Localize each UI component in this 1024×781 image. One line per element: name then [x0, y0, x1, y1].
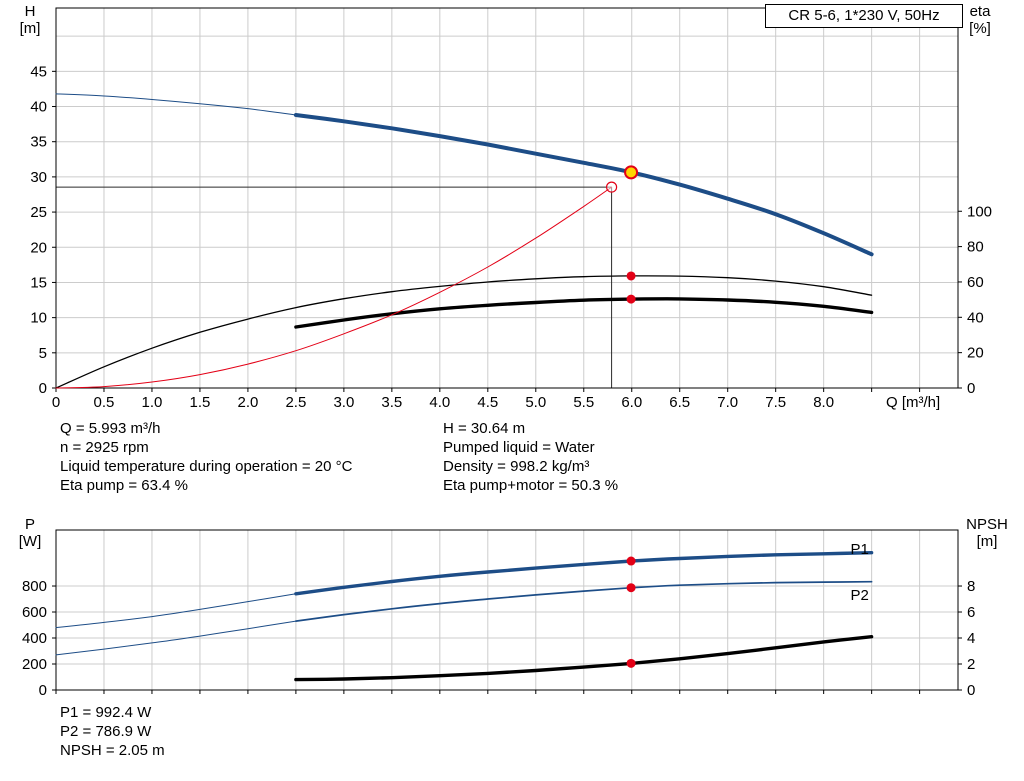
- head-main-curve: [293, 113, 874, 257]
- y-left-tick-label: 0: [39, 380, 47, 397]
- y-left-tick-label: 40: [30, 99, 47, 116]
- y-right-tick-label: 60: [967, 274, 984, 291]
- axis-label-h: H: [24, 3, 36, 20]
- x-tick-label: 4.5: [477, 394, 498, 411]
- info-line-p1: P1 = 992.4 W: [60, 704, 152, 721]
- eta-pump-curve: [55, 275, 873, 389]
- info-line-eta-total: Eta pump+motor = 50.3 %: [443, 477, 619, 494]
- y-left-tick-label: 800: [22, 578, 47, 595]
- axis-label-p-unit: [W]: [18, 533, 42, 550]
- y-right-tick-label: 0: [967, 380, 975, 397]
- system-curve-curve: [55, 186, 613, 389]
- x-tick-label: 3.5: [381, 394, 402, 411]
- y-right-tick-label: 20: [967, 345, 984, 362]
- power-npsh-chart: 0 200 400 600 800 0 2 4 6 8 P1 P2: [22, 529, 975, 699]
- x-tick-label: 1.0: [142, 394, 163, 411]
- x-tick-label: 5.5: [573, 394, 594, 411]
- p1-main-curve: [294, 551, 874, 596]
- x-tick-label: 6.0: [621, 394, 642, 411]
- x-tick-label: 2.0: [237, 394, 258, 411]
- y-right-tick-label: 80: [967, 239, 984, 256]
- x-tick-label: 8.0: [813, 394, 834, 411]
- info-line-head: H = 30.64 m: [443, 420, 526, 437]
- axis-label-h-unit: [m]: [19, 20, 41, 37]
- info-line-flow: Q = 5.993 m³/h: [60, 420, 161, 437]
- pump-model-title: CR 5-6, 1*230 V, 50Hz: [765, 4, 963, 28]
- power-axis-header: P [W]: [8, 516, 52, 550]
- series-label-p2: P2: [851, 587, 869, 604]
- y-left-tick-label: 400: [22, 630, 47, 647]
- x-tick-label: 0.5: [94, 394, 115, 411]
- info-line-eta-pump: Eta pump = 63.4 %: [60, 477, 188, 494]
- value-point-marker: [626, 583, 636, 593]
- requested-point-marker: [605, 181, 618, 193]
- x-tick-label: 7.0: [717, 394, 738, 411]
- y-right-tick-label: 0: [967, 682, 975, 699]
- y-left-tick-label: 200: [22, 656, 47, 673]
- duty-info-right: H = 30.64 m Pumped liquid = Water Densit…: [443, 419, 618, 495]
- x-axis-label: Q [m³/h]: [886, 394, 941, 411]
- y-left-tick-label: 20: [30, 239, 47, 256]
- value-point-marker: [626, 556, 636, 566]
- x-tick-label: 3.0: [333, 394, 354, 411]
- y-left-tick-label: 30: [30, 169, 47, 186]
- x-tick-label: 2.5: [285, 394, 306, 411]
- p1-out-of-range-curve: [55, 593, 297, 629]
- y-left-tick-label: 0: [39, 682, 47, 699]
- plot-frame: [55, 529, 959, 691]
- y-right-tick-label: 8: [967, 578, 975, 595]
- y-right-tick-label: 100: [967, 203, 992, 220]
- y-left-tick-label: 35: [30, 134, 47, 151]
- power-info: P1 = 992.4 W P2 = 786.9 W NPSH = 2.05 m: [60, 703, 165, 760]
- info-line-p2: P2 = 786.9 W: [60, 723, 152, 740]
- y-left-tick-label: 25: [30, 204, 47, 221]
- y-right-tick-label: 6: [967, 604, 975, 621]
- y-right-tick-label: 4: [967, 630, 975, 647]
- axis-label-eta-unit: [%]: [969, 20, 991, 37]
- info-line-speed: n = 2925 rpm: [60, 439, 149, 456]
- value-point-marker: [626, 658, 636, 668]
- x-tick-label: 7.5: [765, 394, 786, 411]
- duty-info-left: Q = 5.993 m³/h n = 2925 rpm Liquid tempe…: [60, 419, 352, 495]
- y-right-tick-label: 2: [967, 656, 975, 673]
- y-left-tick-label: 600: [22, 604, 47, 621]
- x-tick-label: 5.0: [525, 394, 546, 411]
- y-right-tick-label: 40: [967, 309, 984, 326]
- duty-point-marker: [624, 165, 639, 180]
- info-line-density: Density = 998.2 kg/m³: [443, 458, 590, 475]
- axis-label-p: P: [24, 516, 35, 533]
- plot-frame: [55, 7, 959, 389]
- series-label-p1: P1: [851, 541, 869, 558]
- x-tick-label: 0: [52, 394, 60, 411]
- axis-label-npsh: NPSH: [966, 516, 1008, 533]
- npsh-curve: [294, 635, 874, 682]
- eta-axis-header: eta [%]: [956, 3, 1004, 37]
- x-tick-label: 4.0: [429, 394, 450, 411]
- eta-pump-motor-curve: [294, 297, 874, 329]
- y-left-tick-label: 45: [30, 63, 47, 80]
- head-axis-header: H [m]: [8, 3, 52, 37]
- y-left-tick-label: 10: [30, 310, 47, 327]
- info-line-temperature: Liquid temperature during operation = 20…: [60, 458, 353, 475]
- head-out-of-range-curve: [55, 93, 297, 116]
- axis-label-npsh-unit: [m]: [976, 533, 998, 550]
- value-point-marker: [626, 271, 636, 281]
- p2-main-curve: [295, 580, 873, 622]
- p2-out-of-range-curve: [55, 620, 297, 656]
- y-left-tick-label: 15: [30, 274, 47, 291]
- hq-eta-chart: 0 0.5 1.0 1.5 2.0 2.5 3.0 3.5 4.0 4.5 5.0 5.5 6.0 6.5…: [30, 7, 992, 411]
- info-line-npsh: NPSH = 2.05 m: [60, 742, 165, 759]
- axis-label-eta: eta: [969, 3, 991, 20]
- npsh-axis-header: NPSH [m]: [956, 516, 1018, 550]
- info-line-liquid: Pumped liquid = Water: [443, 439, 595, 456]
- y-left-tick-label: 5: [39, 345, 47, 362]
- x-tick-label: 6.5: [669, 394, 690, 411]
- value-point-marker: [626, 294, 636, 304]
- x-tick-label: 1.5: [190, 394, 211, 411]
